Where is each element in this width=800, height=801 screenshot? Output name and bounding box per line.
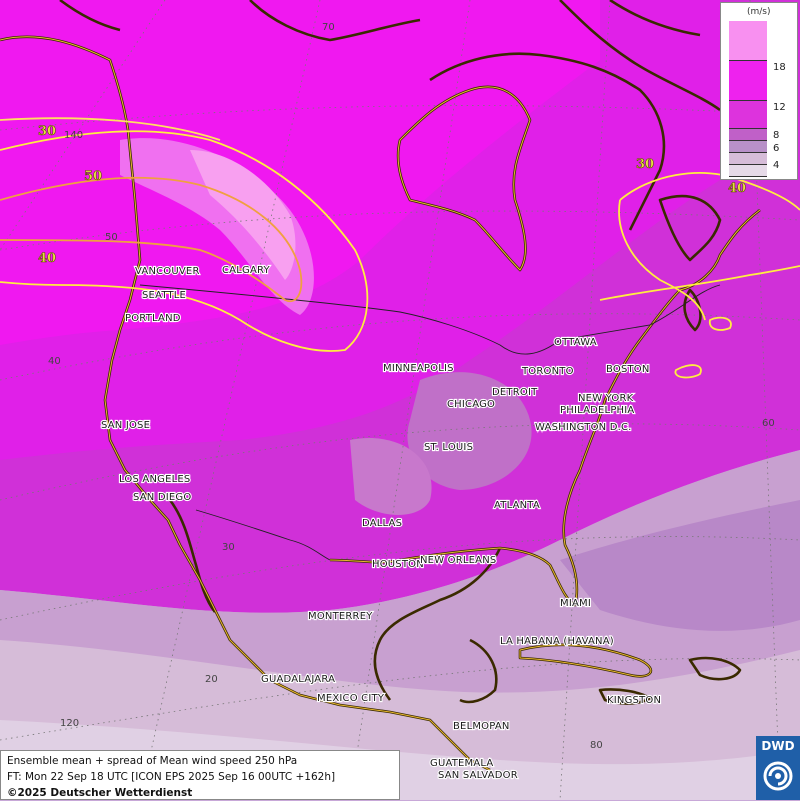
grid-label: 80 [590, 740, 603, 751]
city-label: GUATEMALA [430, 758, 493, 769]
city-label: BELMOPAN [453, 721, 510, 732]
city-label: CALGARY [222, 265, 270, 276]
city-label: SAN JOSE [101, 420, 150, 431]
grid-label: 60 [762, 418, 775, 429]
grid-label: 120 [60, 718, 79, 729]
city-label: SAN DIEGO [133, 492, 191, 503]
grid-label: 40 [48, 356, 61, 367]
legend-swatch [729, 101, 767, 129]
grid-label: 30 [222, 542, 235, 553]
city-label: WASHINGTON D.C. [535, 422, 632, 433]
legend-swatch [729, 165, 767, 177]
city-label: TORONTO [521, 366, 574, 377]
info-box: Ensemble mean + spread of Mean wind spee… [0, 750, 400, 800]
legend-swatch [729, 141, 767, 153]
color-legend: (m/s) 18 12 8 6 4 [720, 2, 798, 180]
wind-contours [0, 117, 800, 379]
product-description: Ensemble mean + spread of Mean wind spee… [7, 755, 298, 767]
city-label: MINNEAPOLIS [383, 363, 454, 374]
city-label: MONTERREY [308, 611, 373, 622]
legend-swatches [729, 21, 767, 177]
city-label: ATLANTA [494, 500, 540, 511]
logo-swirl-icon [763, 761, 793, 791]
city-label: NEW YORK [578, 393, 634, 404]
grid-label: 70 [322, 22, 335, 33]
contour-label: 30 [636, 157, 654, 172]
forecast-time: FT: Mon 22 Sep 18 UTC [ICON EPS 2025 Sep… [7, 771, 336, 783]
city-labels: VANCOUVER CALGARY SEATTLE PORTLAND MINNE… [100, 264, 662, 782]
legend-level: 12 [773, 102, 786, 113]
city-label: ST. LOUIS [424, 442, 473, 453]
contour-labels: 30 50 40 30 40 [38, 124, 747, 267]
city-label: KINGSTON [607, 695, 661, 706]
dwd-logo: DWD [756, 736, 800, 800]
city-label: GUADALAJARA [261, 674, 335, 685]
contour-label: 40 [38, 251, 56, 266]
legend-level: 8 [773, 130, 780, 141]
city-label: SEATTLE [142, 290, 186, 301]
city-label: DALLAS [362, 518, 402, 529]
city-label: LA HABANA (HAVANA) [500, 636, 614, 647]
legend-level: 6 [773, 143, 780, 154]
legend-swatch [729, 153, 767, 165]
city-label: NEW ORLEANS [420, 555, 496, 566]
contour-label: 40 [728, 181, 746, 196]
city-label: SAN SALVADOR [438, 770, 518, 781]
legend-swatch [729, 21, 767, 61]
city-label: MIAMI [560, 598, 591, 609]
legend-level: 4 [773, 160, 780, 171]
logo-text: DWD [761, 739, 795, 753]
city-label: OTTAWA [554, 337, 597, 348]
legend-level: 18 [773, 62, 786, 73]
city-label: VANCOUVER [135, 266, 200, 277]
city-label: BOSTON [606, 364, 650, 375]
political-borders [139, 284, 721, 561]
city-label: PORTLAND [125, 313, 181, 324]
grid-label: 20 [205, 674, 218, 685]
grid-label: 50 [105, 232, 118, 243]
city-label: DETROIT [492, 387, 538, 398]
grid-labels: 70 140 50 40 30 20 120 60 80 [48, 22, 775, 751]
legend-swatch [729, 129, 767, 141]
city-label: HOUSTON [372, 559, 424, 570]
grid-label: 140 [64, 130, 83, 141]
legend-unit: (m/s) [747, 7, 771, 17]
copyright: ©2025 Deutscher Wetterdienst [7, 787, 193, 799]
contour-label: 50 [84, 169, 102, 184]
contour-label: 30 [38, 124, 56, 139]
legend-swatch [729, 61, 767, 101]
city-label: PHILADELPHIA [560, 405, 634, 416]
city-label: LOS ANGELES [119, 474, 190, 485]
city-label: CHICAGO [447, 399, 495, 410]
city-label: MEXICO CITY [317, 693, 385, 704]
